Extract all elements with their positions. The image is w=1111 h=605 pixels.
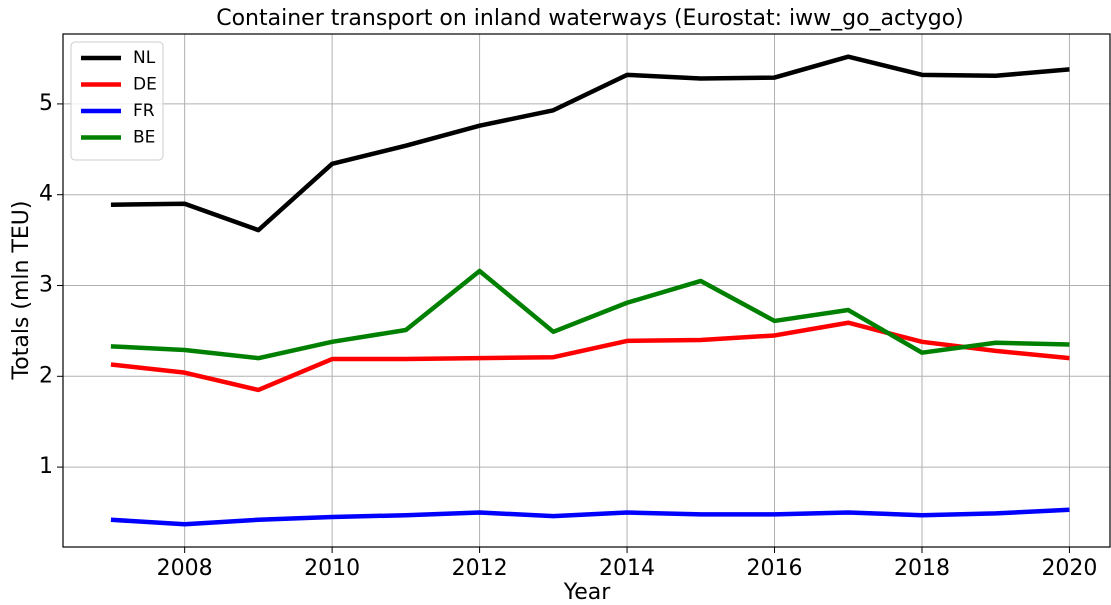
series-line [110,507,1070,527]
y-tick-label: 5 [39,91,53,116]
series-line [110,54,1070,233]
x-tick-label: 2010 [304,556,360,581]
x-tick-label: 2014 [599,556,655,581]
y-tick-label: 4 [39,182,53,207]
legend-label: DE [133,75,157,95]
x-axis-label: Year [563,580,612,605]
x-tick-label: 2016 [747,556,803,581]
legend-label: FR [133,101,155,121]
legend-box [70,41,164,161]
x-tick-label: 2018 [894,556,950,581]
x-tick-label: 2008 [157,556,213,581]
x-tick-label: 2020 [1041,556,1097,581]
chart-title: Container transport on inland waterways … [216,6,964,31]
y-tick-label: 1 [39,454,53,479]
x-tick-label: 2012 [452,556,508,581]
plot-frame [62,33,1111,548]
series-line [110,320,1070,393]
y-axis-label: Totals (mln TEU) [9,201,34,381]
legend-label: NL [133,48,156,68]
y-tick-label: 3 [39,273,53,298]
series-line [110,268,1070,361]
y-tick-label: 2 [39,363,53,388]
legend-label: BE [133,128,155,148]
